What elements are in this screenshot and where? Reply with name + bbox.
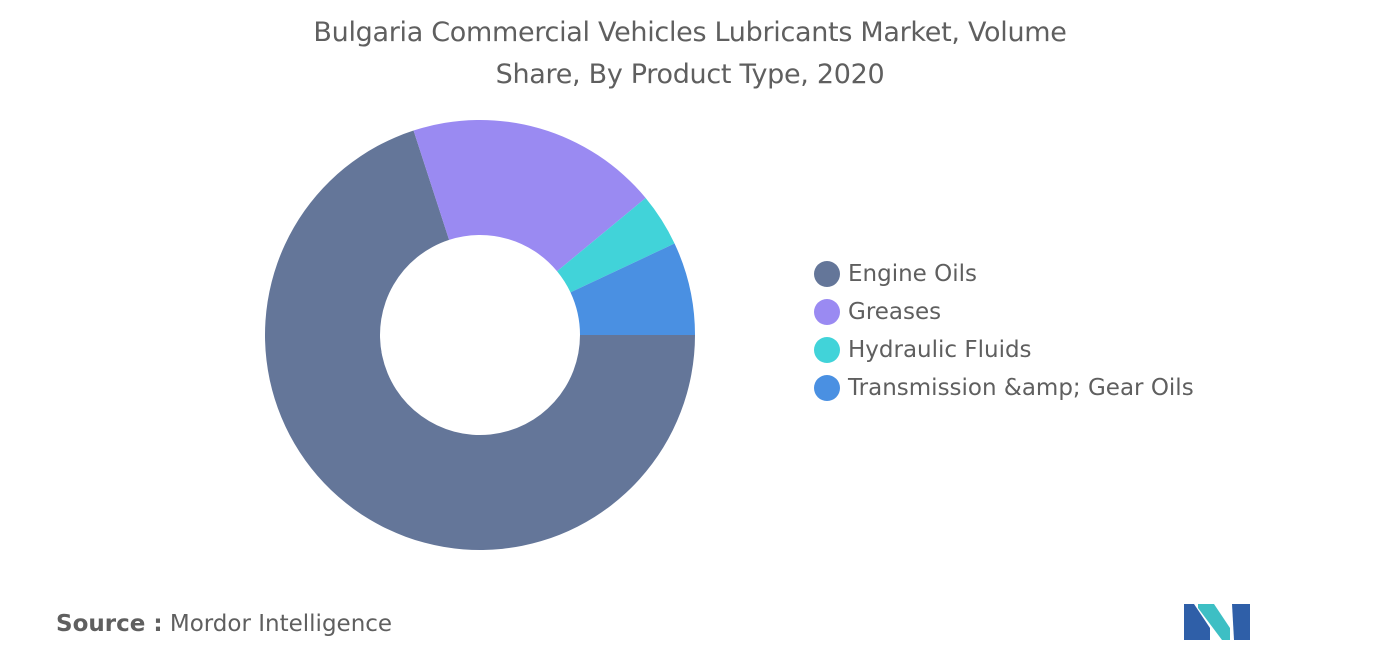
- chart-legend: Engine Oils Greases Hydraulic Fluids Tra…: [814, 255, 1194, 407]
- legend-label-engine-oils: Engine Oils: [848, 261, 978, 287]
- legend-swatch-transmission-gear-oils: [814, 375, 840, 401]
- legend-item-hydraulic-fluids: Hydraulic Fluids: [814, 331, 1194, 369]
- donut-slice-engine-oils: [265, 130, 695, 551]
- legend-swatch-engine-oils: [814, 261, 840, 287]
- source-value: Mordor Intelligence: [169, 611, 393, 637]
- legend-label-hydraulic-fluids: Hydraulic Fluids: [848, 337, 1032, 363]
- legend-swatch-greases: [814, 299, 840, 325]
- chart-title-line-2: Share, By Product Type, 2020: [495, 59, 885, 90]
- source-note: Source : Mordor Intelligence: [56, 611, 392, 637]
- legend-label-greases: Greases: [848, 299, 942, 325]
- donut-slice-transmission-gear-oils: [570, 243, 695, 335]
- chart-title: Bulgaria Commercial Vehicles Lubricants …: [240, 12, 1140, 96]
- legend-swatch-hydraulic-fluids: [814, 337, 840, 363]
- logo-shape-left: [1184, 604, 1210, 640]
- logo-shape-middle: [1198, 604, 1230, 640]
- chart-title-line-1: Bulgaria Commercial Vehicles Lubricants …: [313, 17, 1067, 48]
- mordor-intelligence-logo-icon: [1184, 604, 1250, 640]
- donut-slice-greases: [413, 119, 646, 272]
- source-label: Source :: [56, 611, 163, 637]
- donut-slice-hydraulic-fluids: [557, 197, 675, 293]
- legend-item-greases: Greases: [814, 293, 1194, 331]
- legend-item-engine-oils: Engine Oils: [814, 255, 1194, 293]
- logo-shape-right: [1232, 604, 1250, 640]
- legend-label-transmission-gear-oils: Transmission &amp; Gear Oils: [848, 375, 1194, 401]
- legend-item-transmission-gear-oils: Transmission &amp; Gear Oils: [814, 369, 1194, 407]
